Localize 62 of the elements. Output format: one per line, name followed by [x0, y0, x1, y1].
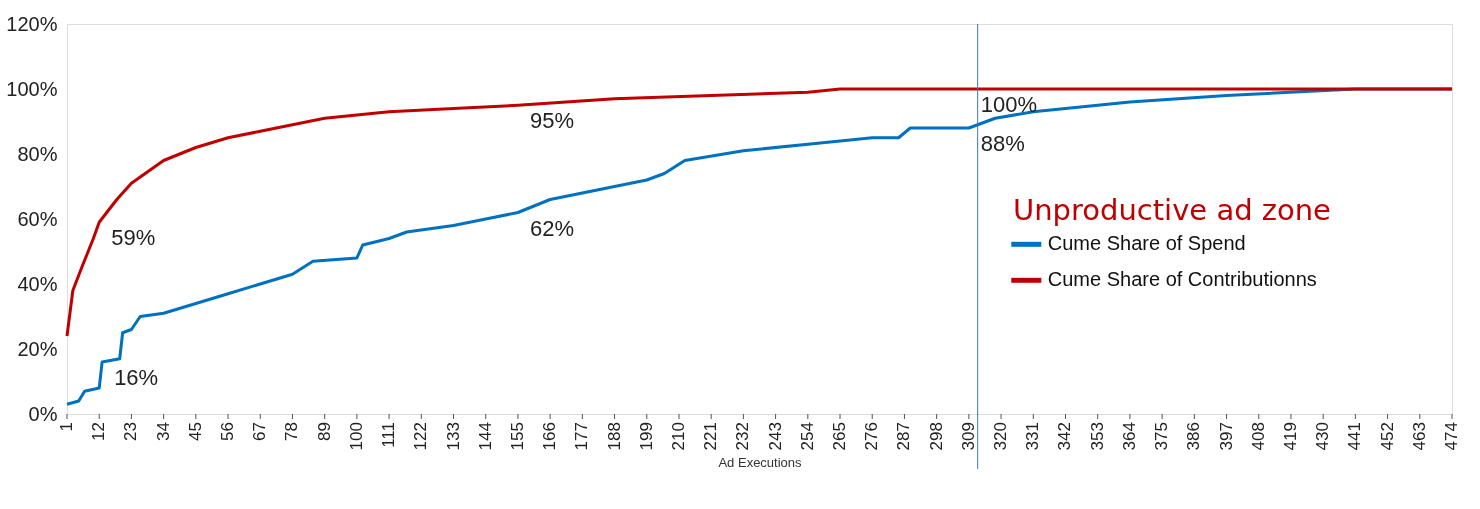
x-tick-label: 364	[1119, 422, 1139, 451]
y-tick-label: 100%	[6, 77, 58, 100]
x-axis-title: Ad Executions	[718, 454, 803, 470]
y-tick-label: 60%	[17, 207, 58, 230]
line-series	[65, 87, 1454, 338]
x-tick-label: 188	[604, 422, 624, 451]
x-tick-label: 210	[668, 422, 688, 451]
annotation: 88%	[980, 131, 1025, 156]
x-tick-label: 276	[862, 422, 882, 451]
x-tick-label: 232	[733, 422, 753, 451]
x-tick-label: 408	[1248, 422, 1268, 451]
x-tick-label: 331	[1023, 422, 1043, 451]
x-tick-label: 463	[1409, 422, 1429, 451]
x-tick-label: 12	[89, 422, 109, 441]
x-tick-label: 298	[926, 422, 946, 451]
x-tick-label: 199	[636, 422, 656, 451]
y-tick-label: 20%	[17, 337, 58, 360]
y-tick-label: 80%	[17, 142, 58, 165]
x-tick-label: 386	[1184, 422, 1204, 451]
x-tick-label: 45	[185, 422, 205, 441]
x-tick-label: 441	[1345, 422, 1365, 451]
annotation: 100%	[980, 92, 1038, 117]
x-tick-label: 122	[411, 422, 431, 451]
y-tick-label: 120%	[6, 12, 58, 35]
x-tick-label: 155	[507, 422, 527, 451]
x-tick-label: 397	[1216, 422, 1236, 451]
x-tick-label: 177	[572, 422, 592, 451]
x-tick-label: 419	[1280, 422, 1300, 451]
x-tick-label: 78	[282, 422, 302, 441]
y-tick-label: 40%	[17, 272, 58, 295]
annotation: 62%	[529, 215, 574, 241]
legend-label: Cume Share of Contributionns	[1047, 268, 1317, 291]
x-tick-label: 1	[57, 422, 76, 432]
x-tick-label: 452	[1377, 422, 1397, 451]
annotation: 95%	[529, 108, 574, 134]
x-tick-label: 166	[540, 422, 560, 451]
x-tick-label: 254	[797, 422, 817, 451]
x-tick-label: 133	[443, 422, 463, 451]
x-tick-label: 320	[991, 422, 1011, 451]
x-tick-label: 353	[1087, 422, 1107, 451]
x-tick-label: 342	[1055, 422, 1075, 451]
x-tick-label: 309	[958, 422, 978, 451]
x-tick-label: 34	[153, 422, 173, 441]
x-tick-label: 430	[1313, 422, 1333, 451]
x-tick-label: 265	[830, 422, 850, 451]
annotation: 59%	[111, 225, 156, 251]
x-tick-label: 111	[379, 422, 399, 448]
x-tick-label: 221	[701, 422, 721, 451]
x-tick-label: 474	[1442, 422, 1461, 451]
x-tick-label: 67	[250, 422, 270, 441]
annotation: 16%	[114, 365, 159, 390]
x-tick-label: 23	[121, 422, 141, 441]
x-tick-label: 56	[218, 422, 238, 441]
annotation: Unproductive ad zone	[1012, 193, 1331, 228]
x-tick-label: 287	[894, 422, 914, 451]
x-tick-label: 243	[765, 422, 785, 451]
x-tick-label: 89	[314, 422, 334, 441]
x-tick-label: 375	[1152, 422, 1172, 451]
legend-label: Cume Share of Spend	[1047, 232, 1246, 255]
y-tick-label: 0%	[28, 402, 58, 425]
x-tick-label: 100	[346, 422, 366, 451]
x-tick-label: 144	[475, 422, 495, 451]
